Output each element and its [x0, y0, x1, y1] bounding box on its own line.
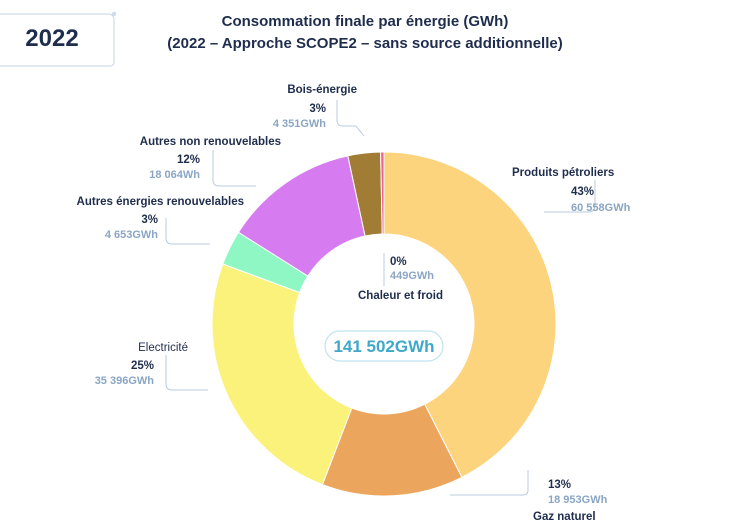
label-chaleur-froid: 0% 449GWh Chaleur et froid: [358, 256, 443, 302]
leader-line-produits-petroliers: [544, 180, 596, 213]
donut-slice-produits-petroliers: [383, 151, 557, 479]
slice-percent: 0%: [390, 256, 407, 268]
slice-name: Autres énergies renouvelables: [77, 196, 244, 208]
leader-line-electricite: [165, 355, 208, 391]
slice-value: 35 396GWh: [95, 375, 155, 387]
slice-value: 18 953GWh: [548, 494, 608, 506]
slice-name: Bois-énergie: [287, 84, 357, 96]
year-badge: 2022: [0, 11, 117, 67]
slice-percent: 43%: [571, 186, 594, 198]
slice-percent: 3%: [309, 103, 326, 115]
slice-value: 449GWh: [390, 270, 434, 282]
slice-name: Electricité: [138, 342, 188, 354]
chart-title: Consommation finale par énergie (GWh): [222, 13, 509, 30]
slice-name: Gaz naturel: [533, 511, 596, 523]
donut-slice-electricite: [211, 263, 353, 486]
label-electricite: Electricité 25% 35 396GWh: [95, 342, 188, 387]
chart-subtitle: (2022 – Approche SCOPE2 – sans source ad…: [167, 35, 562, 52]
slice-value: 4 351GWh: [273, 118, 326, 130]
slice-percent: 12%: [177, 154, 200, 166]
label-autres-enr: Autres énergies renouvelables 3% 4 653GW…: [77, 196, 244, 241]
year-label: 2022: [25, 25, 78, 52]
slice-name: Autres non renouvelables: [140, 136, 281, 148]
slice-value: 60 558GWh: [571, 202, 631, 214]
leader-line-bois-energie: [336, 100, 365, 137]
slice-name: Produits pétroliers: [512, 167, 614, 179]
slice-percent: 25%: [131, 360, 154, 372]
total-pill: 141 502GWh: [324, 330, 444, 362]
slice-value: 18 064Wh: [149, 169, 200, 181]
label-autres-non-enr: Autres non renouvelables 12% 18 064Wh: [140, 136, 281, 181]
slice-percent: 13%: [548, 479, 571, 491]
label-bois-energie: Bois-énergie 3% 4 351GWh: [273, 84, 357, 130]
slice-percent: 3%: [141, 214, 158, 226]
total-value: 141 502GWh: [333, 337, 434, 356]
slice-name: Chaleur et froid: [358, 290, 443, 302]
leader-line-gaz-naturel: [450, 470, 529, 496]
label-produits-petroliers: Produits pétroliers 43% 60 558GWh: [512, 167, 631, 214]
donut-slice-chaleur-et-froid: [380, 151, 385, 235]
slice-value: 4 653GWh: [105, 229, 158, 241]
label-gaz-naturel: 13% 18 953GWh Gaz naturel: [533, 479, 608, 523]
donut-slices: [211, 151, 557, 497]
leader-line-autres-enr: [165, 218, 210, 245]
leader-line-autres-non-enr: [212, 150, 256, 187]
